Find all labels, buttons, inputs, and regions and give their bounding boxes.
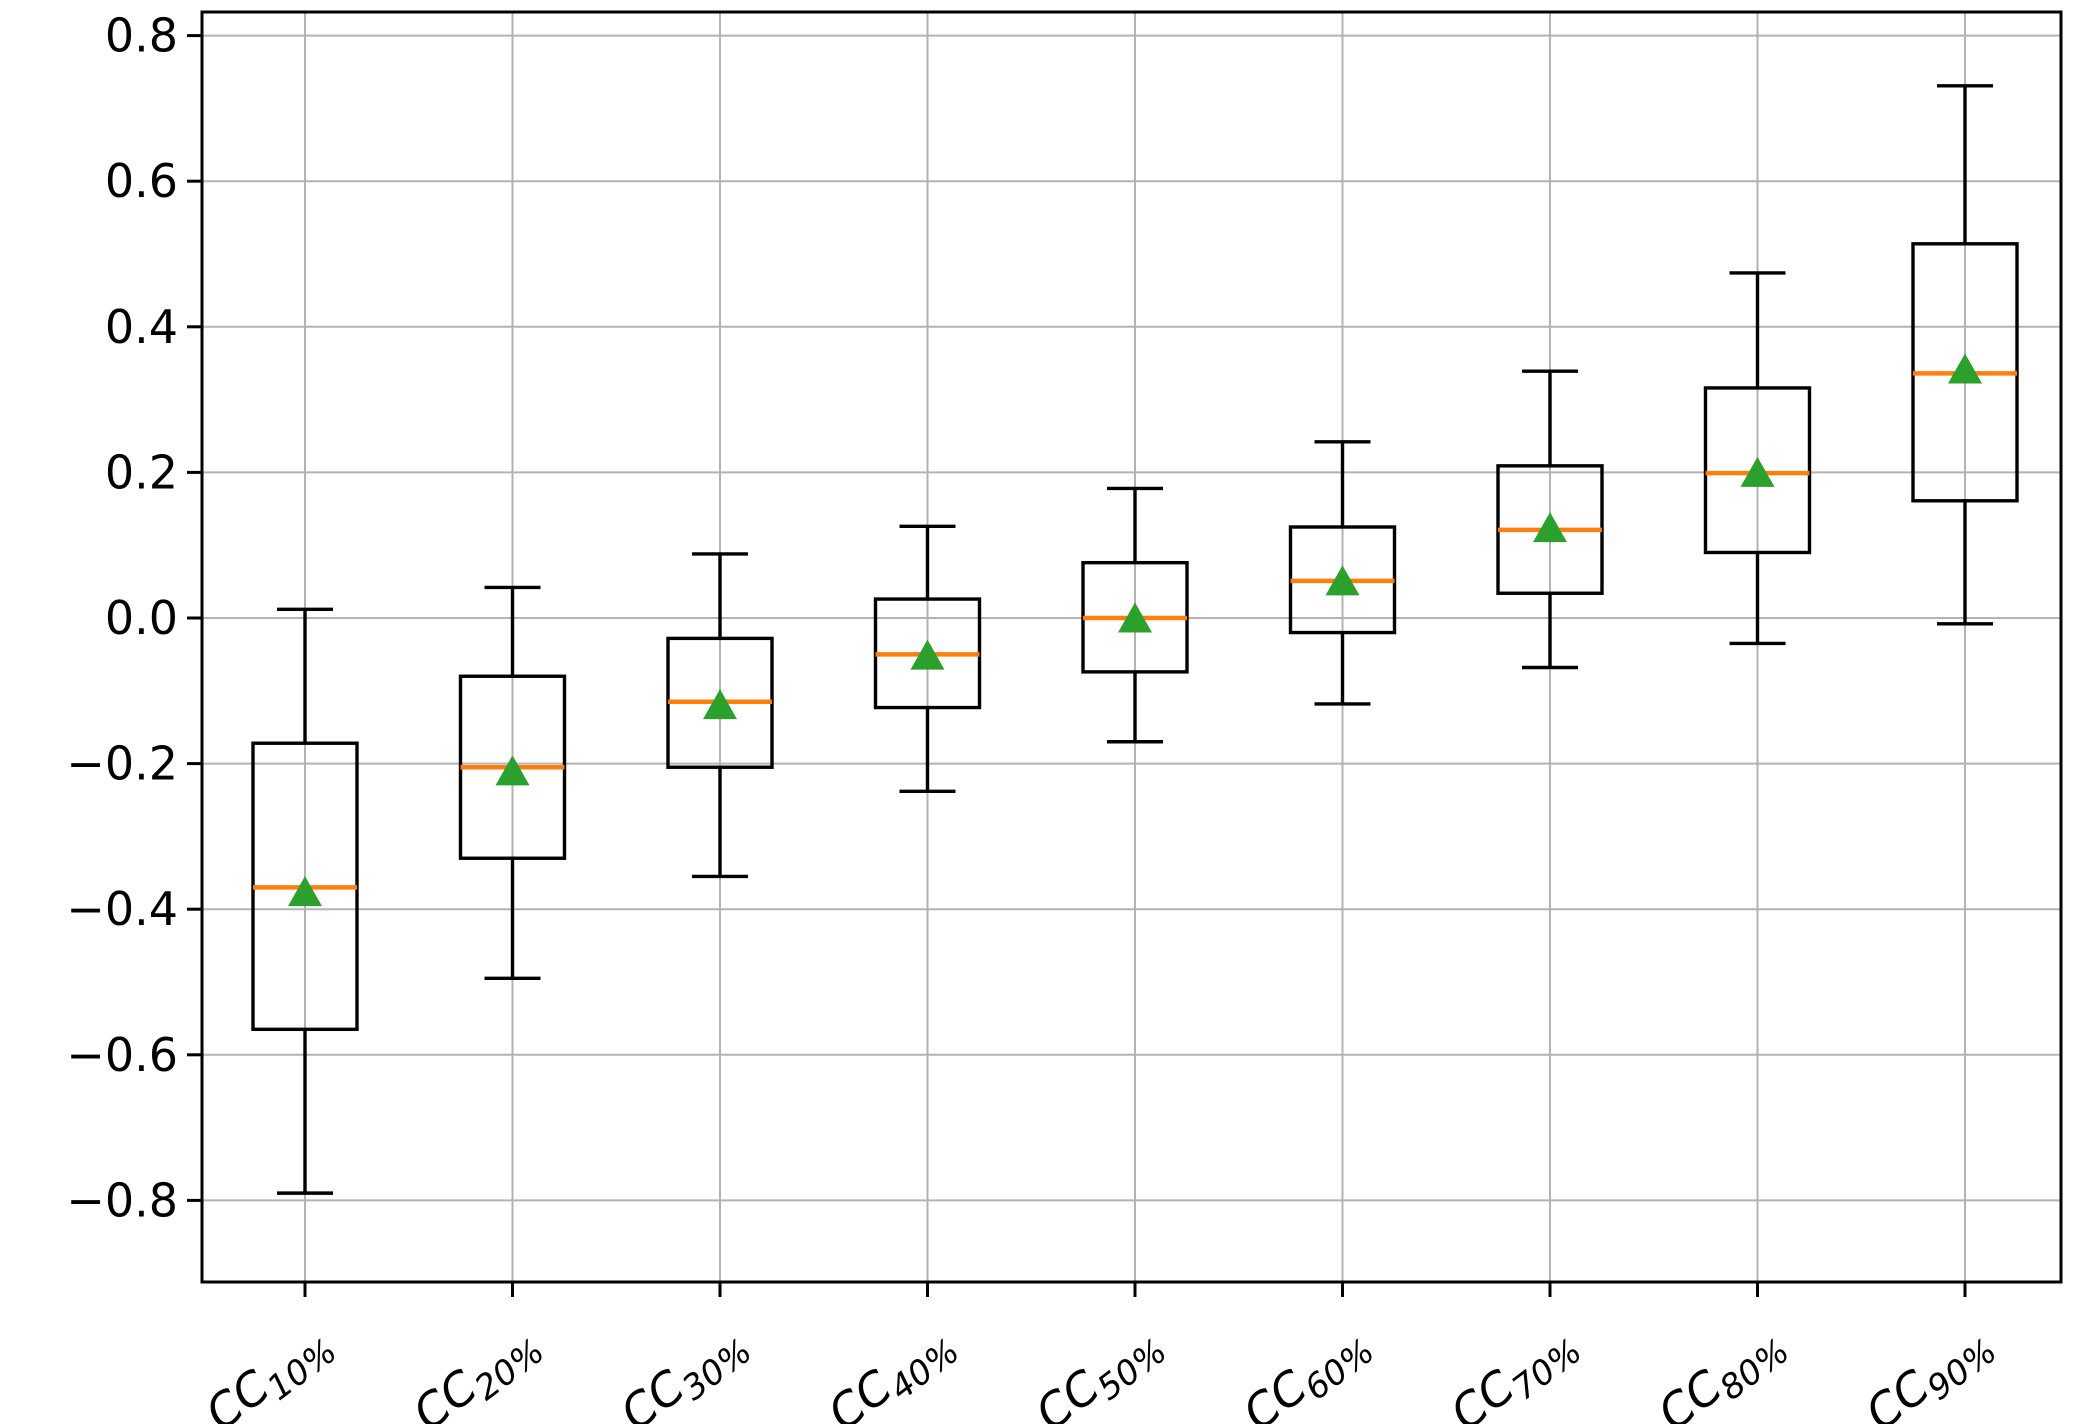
mean-marker	[288, 876, 322, 907]
y-tick-label: −0.6	[66, 1028, 178, 1082]
box-CC80%	[1703, 386, 1812, 555]
y-tick-label: 0.0	[105, 591, 178, 645]
y-tick-label: 0.4	[105, 300, 178, 354]
y-tick-label: −0.4	[66, 882, 178, 936]
mean-marker	[1740, 456, 1775, 487]
mean-marker	[1948, 353, 1982, 384]
plot-border	[200, 10, 2063, 1284]
mean-marker	[1118, 602, 1152, 633]
y-tick-label: 0.8	[105, 9, 178, 63]
y-tick-label: −0.8	[66, 1173, 178, 1227]
y-tick-label: −0.2	[66, 737, 178, 791]
mean-marker	[703, 689, 737, 720]
y-tick-label: 0.2	[105, 445, 178, 499]
mean-marker	[1533, 512, 1567, 543]
y-tick-label: 0.6	[105, 154, 178, 208]
mean-marker	[910, 639, 945, 670]
mean-marker	[495, 755, 530, 786]
mean-marker	[1325, 565, 1360, 596]
